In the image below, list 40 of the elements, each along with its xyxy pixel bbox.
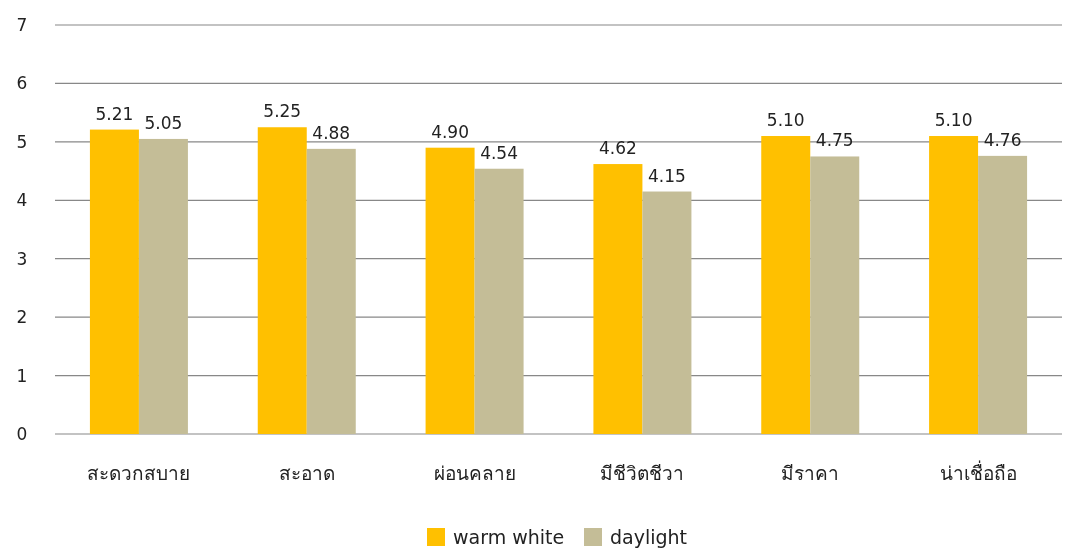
bar (978, 155, 1028, 434)
bar (642, 191, 692, 434)
x-tick-label: มีชีวิตชีวา (600, 462, 685, 484)
bar (474, 168, 524, 434)
y-tick-label: 5 (16, 131, 28, 152)
data-label: 4.62 (598, 138, 637, 159)
data-label: 4.88 (312, 122, 351, 143)
y-tick-label: 4 (16, 190, 28, 211)
x-tick-label: มีราคา (781, 462, 840, 484)
data-label: 4.54 (480, 142, 519, 163)
data-label: 4.75 (815, 130, 854, 151)
data-label: 4.76 (983, 129, 1022, 150)
bar (929, 136, 979, 434)
data-label: 4.15 (647, 165, 686, 186)
y-tick-label: 1 (16, 365, 28, 386)
x-tick-label: สะอาด (278, 462, 335, 484)
y-tick-label: 3 (16, 248, 28, 269)
bar (593, 164, 643, 434)
bar (810, 156, 860, 434)
data-label: 5.10 (766, 110, 805, 131)
bar (761, 136, 811, 434)
x-tick-label: สะดวกสบาย (87, 462, 191, 484)
y-tick-label: 0 (16, 424, 28, 444)
data-label: 5.10 (934, 110, 973, 131)
x-tick-label: น่าเชื่อถือ (939, 460, 1017, 484)
data-label: 5.25 (263, 101, 302, 122)
y-tick-label: 7 (16, 15, 28, 35)
bar (306, 148, 356, 434)
data-label: 4.90 (431, 121, 470, 142)
y-tick-label: 6 (16, 73, 28, 94)
bar (89, 129, 139, 434)
legend-label: warm white (453, 526, 565, 548)
data-label: 5.21 (95, 103, 134, 124)
legend-label: daylight (610, 526, 688, 548)
bar (138, 138, 188, 434)
x-tick-label: ผ่อนคลาย (433, 462, 516, 484)
data-label: 5.05 (144, 112, 183, 133)
bar (425, 147, 475, 434)
bar (257, 127, 307, 434)
y-tick-label: 2 (16, 307, 28, 328)
